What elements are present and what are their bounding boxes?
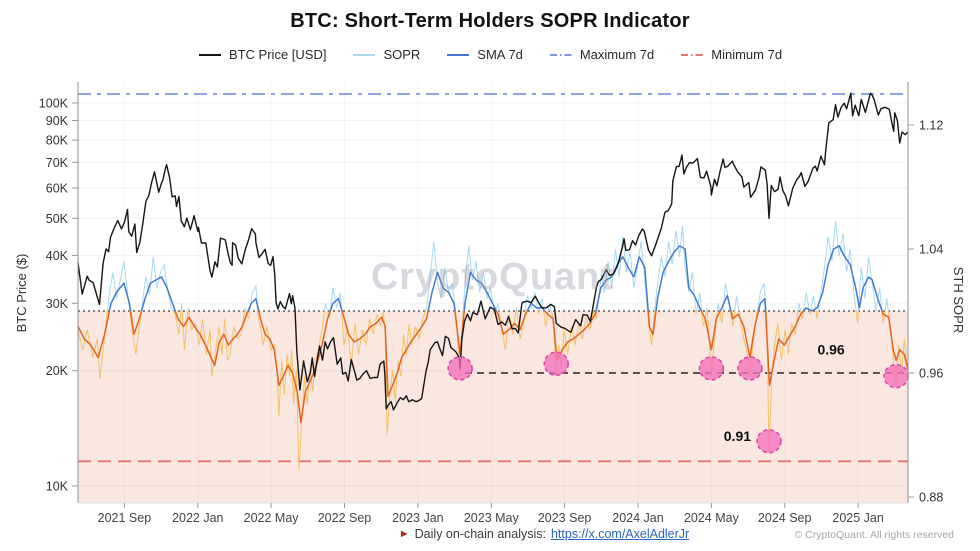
left-tick-label: 60K — [46, 182, 69, 196]
left-tick-label: 90K — [46, 114, 69, 128]
x-tick-label: 2024 Jan — [612, 511, 663, 525]
right-tick-label: 0.88 — [919, 491, 943, 505]
right-tick-label: 1.12 — [919, 119, 943, 133]
right-tick-label: 0.96 — [919, 367, 943, 381]
left-tick-label: 100K — [39, 97, 69, 111]
x-tick-label: 2022 Sep — [318, 511, 372, 525]
left-tick-label: 30K — [46, 297, 69, 311]
x-tick-label: 2024 May — [684, 511, 740, 525]
annotation-0-91: 0.91 — [724, 428, 751, 444]
highlight-circle — [756, 428, 782, 454]
legend-swatch-minimum-7d — [681, 53, 704, 56]
highlight-circle — [543, 351, 569, 376]
annotation-0-96: 0.96 — [817, 341, 844, 357]
chart-title: BTC: Short-Term Holders SOPR Indicator — [290, 10, 690, 32]
highlight-circle — [737, 356, 763, 381]
legend-item-sopr[interactable]: SOPR — [352, 47, 420, 62]
x-tick-label: 2024 Sep — [758, 511, 812, 525]
legend-swatch-btc-price-usd — [198, 53, 221, 56]
x-tick-label: 2023 May — [464, 511, 520, 525]
left-tick-label: 20K — [46, 364, 69, 378]
footer-link[interactable]: https://x.com/AxelAdlerJr — [550, 527, 690, 541]
legend-swatch-sopr — [353, 53, 376, 56]
x-tick-label: 2025 Jan — [832, 511, 883, 525]
legend-label-minimum-7d: Minimum 7d — [711, 47, 783, 62]
sma7d-line-below — [78, 311, 908, 424]
right-axis-title: STH SOPR — [951, 267, 966, 333]
btc-price-line — [77, 92, 909, 411]
footer-note: ► Daily on-chain analysis: https://x.com… — [54, 527, 980, 541]
legend-item-btc-price-usd[interactable]: BTC Price [USD] — [198, 47, 327, 62]
chart-legend: BTC Price [USD] SOPR SMA 7d Maximum 7d Minim… — [0, 47, 980, 62]
left-tick-label: 50K — [46, 212, 69, 226]
x-tick-label: 2023 Sep — [538, 511, 592, 525]
flag-icon: ► — [398, 528, 410, 540]
x-tick-label: 2022 May — [244, 511, 300, 525]
sma7d-line-above — [108, 245, 883, 311]
x-tick-label: 2021 Sep — [98, 511, 152, 525]
legend-label-maximum-7d: Maximum 7d — [579, 47, 655, 62]
left-tick-label: 70K — [46, 156, 69, 170]
footer-text: Daily on-chain analysis: — [414, 527, 546, 541]
legend-label-sopr: SOPR — [383, 47, 421, 62]
legend-label-sma-7d: SMA 7d — [477, 47, 523, 62]
left-tick-label: 40K — [46, 249, 69, 263]
legend-swatch-sma-7d — [447, 53, 470, 56]
legend-item-minimum-7d[interactable]: Minimum 7d — [680, 47, 782, 62]
right-tick-label: 1.04 — [919, 243, 943, 257]
left-tick-label: 10K — [46, 480, 69, 494]
x-tick-label: 2022 Jan — [172, 511, 223, 525]
highlight-circle — [447, 356, 473, 381]
legend-item-maximum-7d[interactable]: Maximum 7d — [549, 47, 654, 62]
left-tick-label: 80K — [46, 134, 69, 148]
highlight-circle — [883, 363, 909, 389]
x-tick-label: 2023 Jan — [392, 511, 443, 525]
legend-swatch-maximum-7d — [549, 53, 572, 56]
legend-item-sma-7d[interactable]: SMA 7d — [446, 47, 523, 62]
left-axis-title: BTC Price ($) — [14, 254, 29, 333]
highlight-circle — [698, 356, 725, 381]
legend-label-btc-price-usd: BTC Price [USD] — [228, 47, 327, 62]
copyright: © CryptoQuant. All rights reserved — [794, 529, 954, 541]
